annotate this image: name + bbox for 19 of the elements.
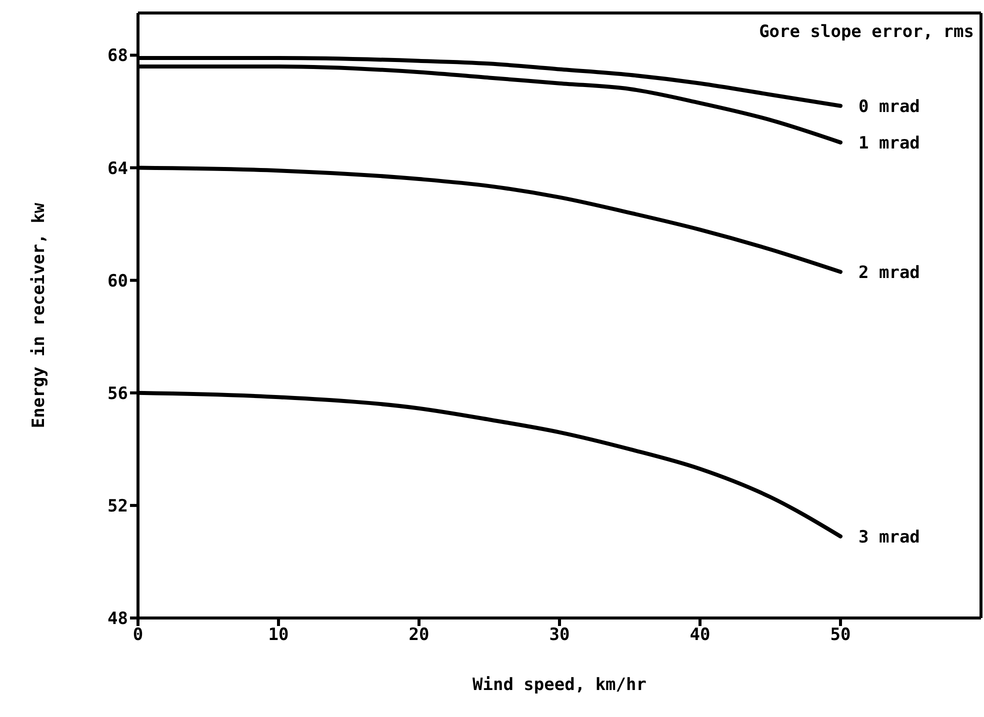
legend-title: Gore slope error, rms bbox=[759, 22, 974, 42]
x-tick-label: 20 bbox=[408, 625, 430, 646]
y-tick-label: 60 bbox=[108, 271, 128, 292]
y-tick-label: 56 bbox=[108, 384, 128, 404]
y-tick-label: 52 bbox=[108, 496, 128, 516]
series-label: 2 mrad bbox=[858, 262, 920, 283]
y-tick-label: 68 bbox=[108, 46, 128, 66]
series-label: 1 mrad bbox=[858, 133, 920, 154]
y-tick-label: 64 bbox=[108, 158, 128, 179]
x-tick-label: 0 bbox=[132, 625, 144, 646]
x-tick-label: 30 bbox=[549, 625, 570, 646]
x-tick-label: 10 bbox=[268, 625, 289, 646]
y-axis-title: Energy in receiver, kw bbox=[29, 202, 50, 428]
x-tick-label: 50 bbox=[830, 625, 851, 646]
series-label: 3 mrad bbox=[858, 527, 920, 548]
y-tick-label: 48 bbox=[108, 609, 128, 630]
series-label: 0 mrad bbox=[858, 96, 920, 117]
x-axis-title: Wind speed, km/hr bbox=[472, 675, 646, 695]
x-tick-label: 40 bbox=[690, 625, 710, 646]
